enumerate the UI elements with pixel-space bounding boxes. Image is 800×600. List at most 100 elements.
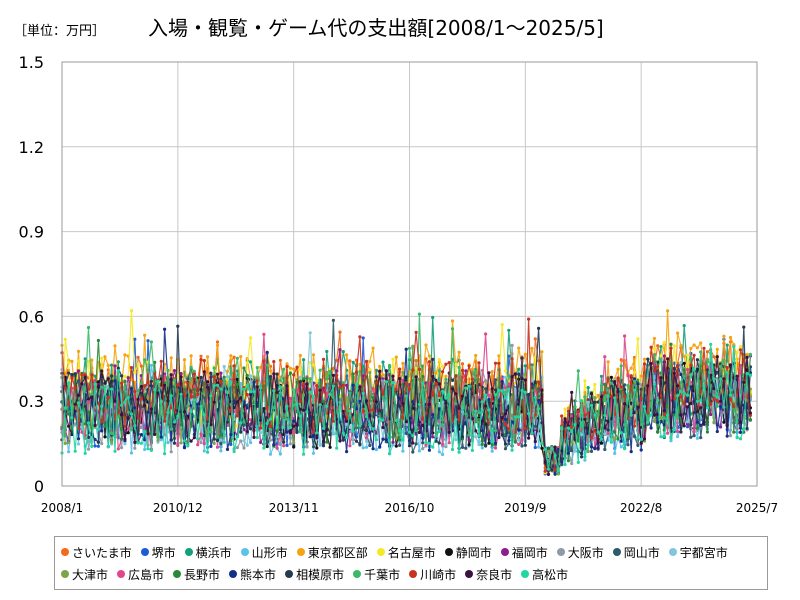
data-point [318, 442, 322, 446]
data-point [517, 428, 521, 432]
data-point [583, 413, 587, 417]
data-point [282, 444, 286, 448]
data-point [139, 441, 143, 445]
data-point [136, 389, 140, 393]
data-point [722, 334, 726, 338]
data-point [331, 367, 335, 371]
data-point [262, 407, 266, 411]
data-point [169, 406, 173, 410]
data-point [470, 370, 474, 374]
data-point [186, 444, 190, 448]
data-point [351, 429, 355, 433]
data-point [215, 383, 220, 387]
data-point [235, 414, 239, 418]
data-point [642, 404, 647, 409]
data-point [480, 419, 484, 423]
data-point [636, 443, 640, 447]
data-point [656, 344, 660, 348]
data-point [199, 432, 203, 436]
data-point [255, 435, 259, 440]
data-point [507, 328, 511, 332]
data-point [513, 372, 518, 376]
data-point [659, 435, 663, 439]
data-point [70, 373, 74, 377]
data-point [586, 411, 590, 415]
data-point [136, 355, 140, 359]
data-point [96, 338, 100, 343]
data-point [527, 436, 531, 440]
data-point [219, 371, 223, 375]
data-point [662, 434, 666, 438]
data-point [146, 410, 150, 414]
data-point [712, 421, 716, 425]
data-point [338, 385, 342, 389]
data-point [666, 413, 670, 417]
data-point [169, 373, 173, 377]
data-point [692, 434, 696, 438]
data-point [457, 406, 461, 410]
data-point [490, 449, 494, 453]
data-point [689, 373, 693, 377]
data-point [315, 431, 319, 435]
data-point [321, 400, 326, 404]
data-point [189, 395, 193, 399]
data-point [182, 394, 187, 398]
data-point [728, 397, 733, 401]
data-point [202, 370, 206, 374]
data-point [722, 405, 726, 409]
data-point [116, 366, 120, 370]
data-point [404, 381, 408, 385]
data-point [523, 352, 527, 356]
data-point [249, 427, 253, 431]
data-point [86, 359, 91, 364]
data-point [705, 350, 710, 354]
data-point [368, 423, 372, 427]
data-point [702, 346, 706, 350]
data-point [249, 360, 253, 364]
data-point [444, 443, 448, 447]
data-point [560, 449, 564, 453]
data-point [292, 441, 296, 445]
data-point [83, 375, 87, 379]
data-point [401, 416, 405, 420]
data-point [219, 442, 223, 446]
data-point [563, 417, 567, 421]
data-point [358, 385, 362, 389]
data-point [596, 413, 600, 417]
data-point [361, 336, 365, 340]
data-point [305, 445, 309, 449]
data-point [325, 428, 329, 432]
data-point [560, 457, 564, 461]
data-point [424, 388, 428, 392]
data-point [503, 375, 508, 379]
data-point [129, 386, 134, 391]
data-point [467, 415, 471, 419]
data-point [623, 334, 627, 338]
data-point [715, 382, 719, 386]
data-point [523, 378, 527, 382]
data-point [242, 446, 246, 450]
data-point [83, 451, 87, 455]
data-point [209, 430, 213, 434]
data-point [566, 426, 571, 430]
legend-marker [173, 570, 182, 578]
data-point [358, 424, 362, 428]
data-point [709, 342, 713, 346]
data-point [302, 382, 306, 386]
data-point [672, 371, 676, 375]
data-point [229, 380, 233, 384]
data-point [490, 443, 494, 447]
data-point [513, 387, 518, 391]
data-point [540, 350, 544, 354]
data-point [603, 355, 607, 359]
data-point [196, 443, 200, 447]
data-point [616, 367, 620, 371]
data-point [318, 403, 322, 407]
data-point [149, 448, 153, 452]
data-point [199, 441, 203, 445]
data-point [728, 434, 733, 438]
data-point [146, 432, 150, 436]
data-point [259, 426, 263, 430]
data-point [76, 437, 81, 441]
data-point [338, 348, 342, 352]
